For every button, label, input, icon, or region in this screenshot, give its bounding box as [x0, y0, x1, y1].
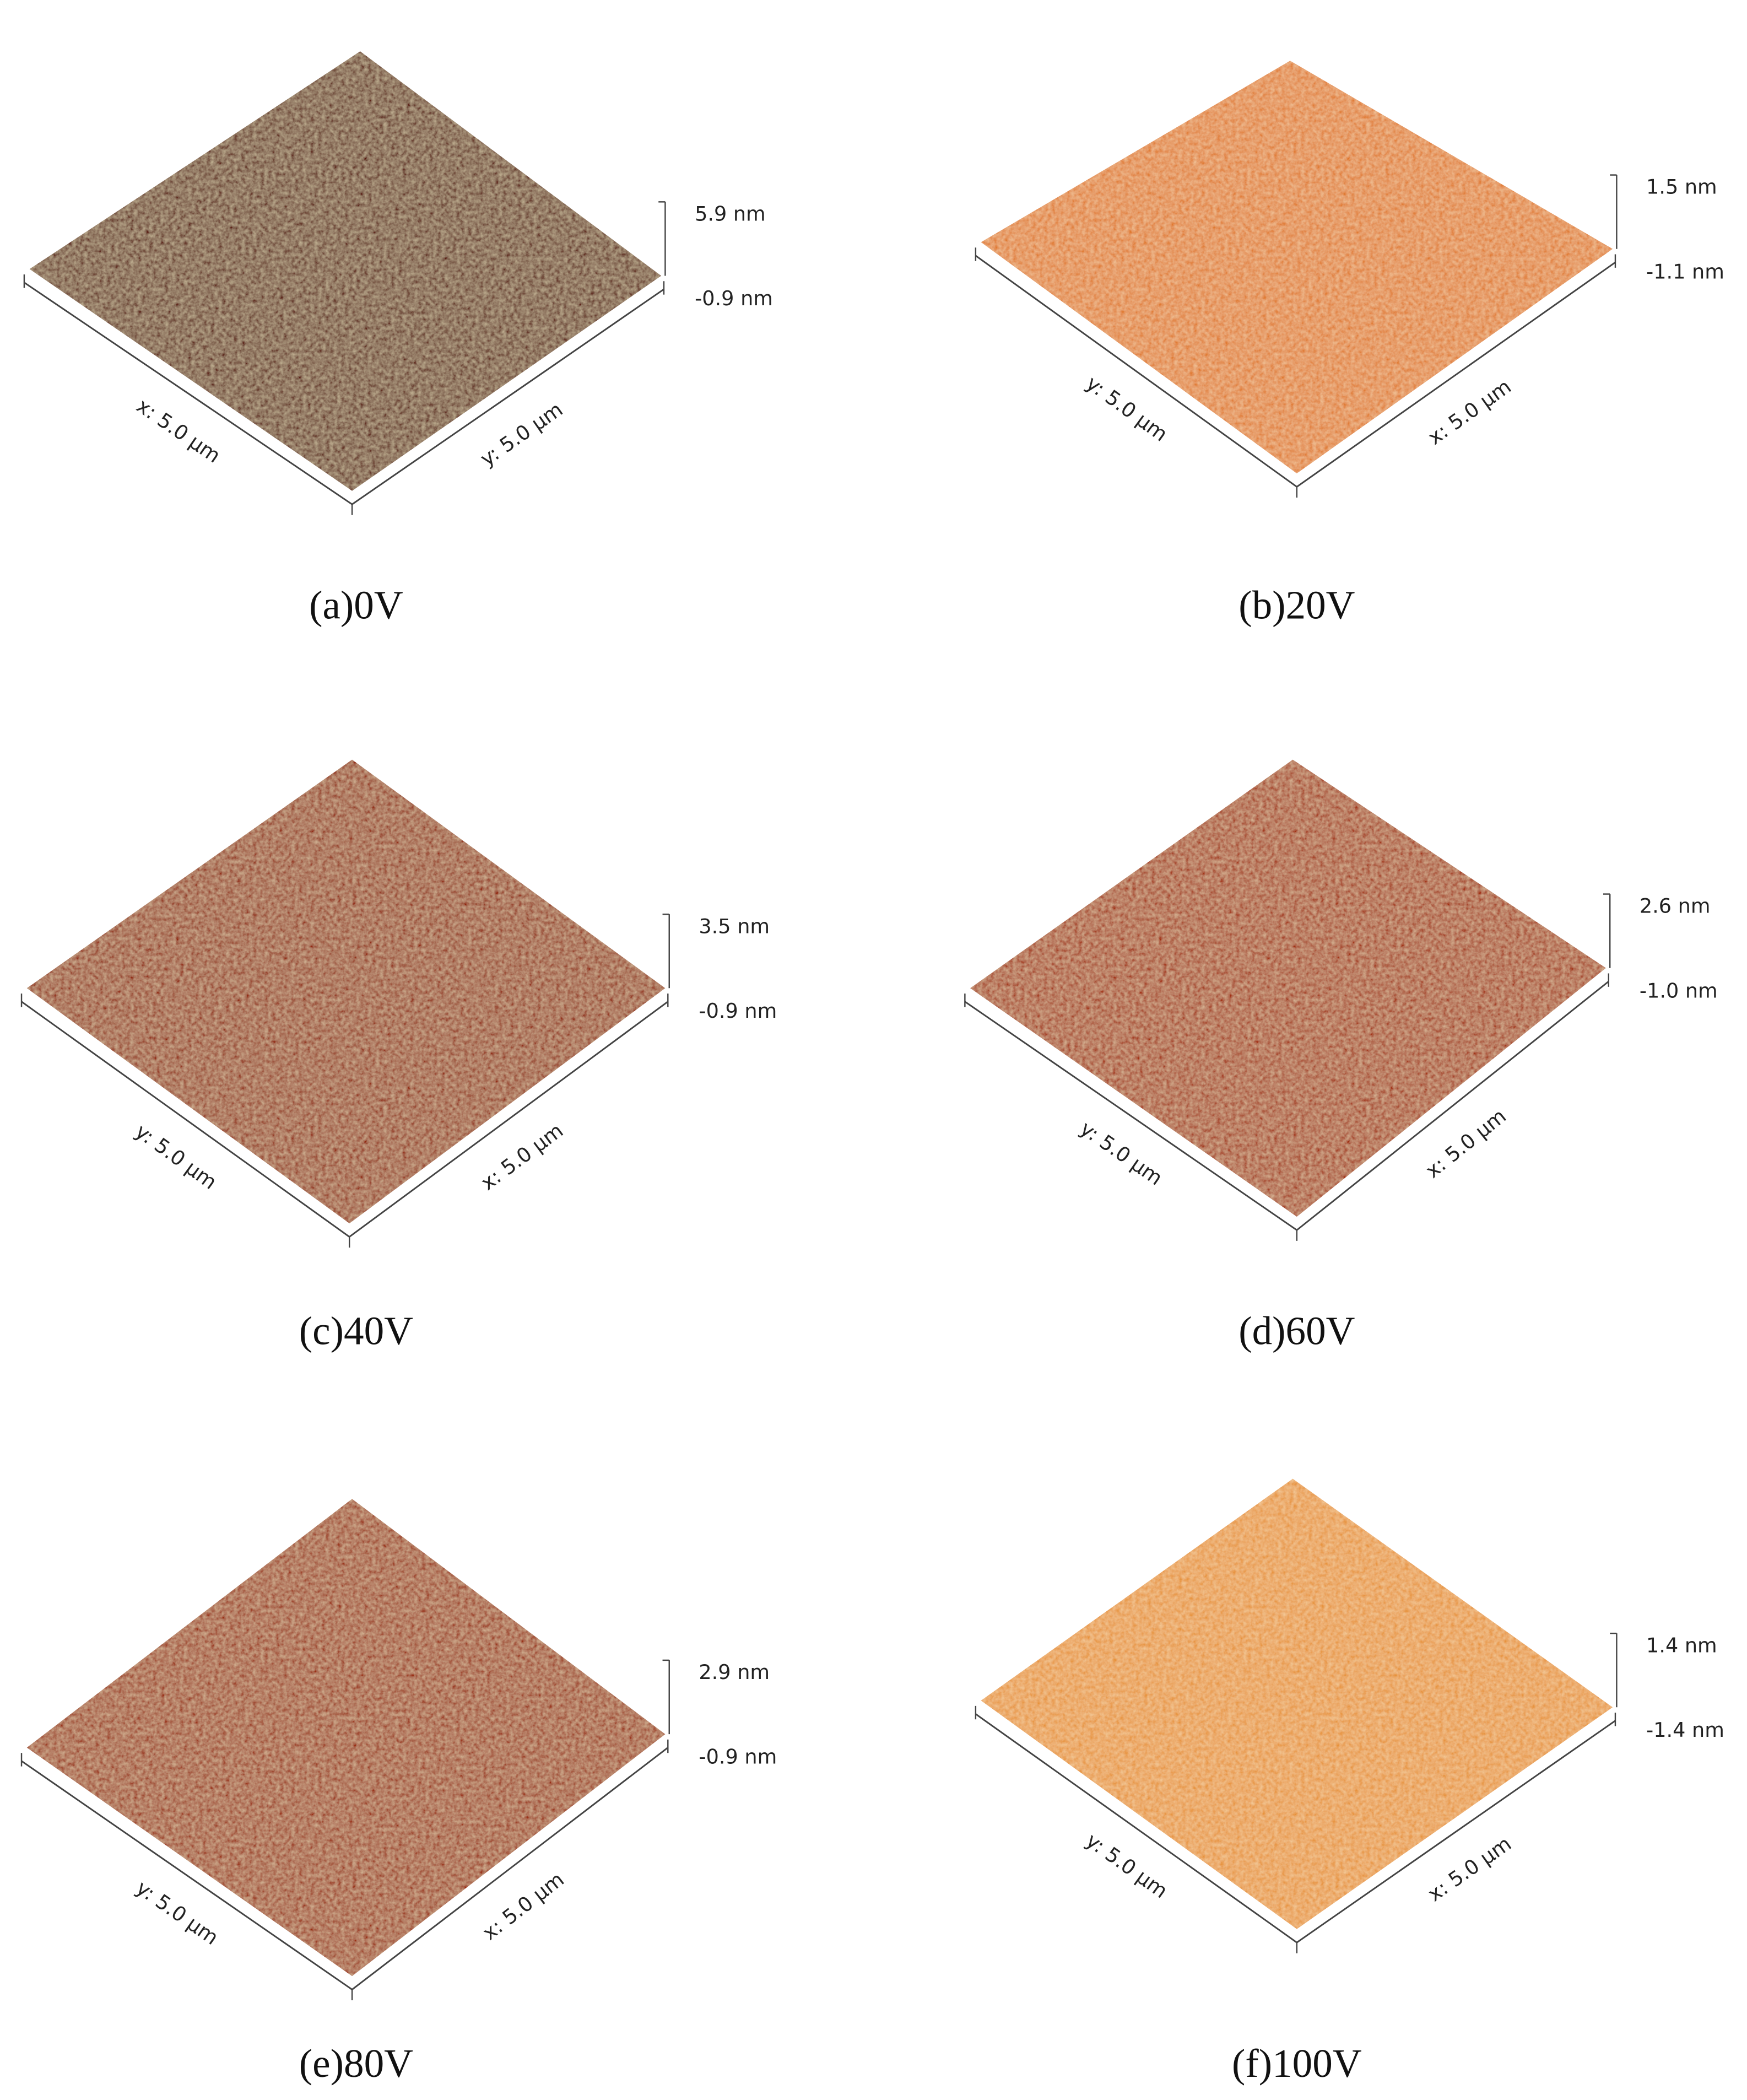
- axis-label: y: 5.0 µm: [476, 397, 567, 471]
- afm-surface: [981, 1478, 1613, 1929]
- afm-surface: [970, 759, 1606, 1217]
- z-max-label: 2.6 nm: [1640, 894, 1711, 918]
- afm-surface: [29, 51, 662, 491]
- afm-surface: [981, 61, 1613, 474]
- axis-label: x: 5.0 µm: [1421, 1104, 1511, 1183]
- z-max-label: 1.5 nm: [1646, 175, 1717, 199]
- afm-panel: 5.9 nm -0.9 nm x: 5.0 µm y: 5.0 µm (a)0V: [23, 51, 773, 628]
- caption: (c)40V: [299, 1309, 413, 1353]
- axis-label: x: 5.0 µm: [132, 394, 225, 468]
- z-max-label: 5.9 nm: [695, 202, 766, 225]
- afm-panel: 1.5 nm -1.1 nm y: 5.0 µm x: 5.0 µm (b)20V: [975, 61, 1724, 628]
- z-min-label: -0.9 nm: [695, 287, 773, 310]
- axis-label: y: 5.0 µm: [1081, 1828, 1172, 1903]
- afm-panel: 2.6 nm -1.0 nm y: 5.0 µm x: 5.0 µm (d)60V: [964, 759, 1718, 1353]
- caption: (b)20V: [1238, 583, 1355, 628]
- afm-panel: 2.9 nm -0.9 nm y: 5.0 µm x: 5.0 µm (e)80V: [20, 1499, 777, 2086]
- z-max-label: 3.5 nm: [699, 914, 770, 938]
- axis-label: y: 5.0 µm: [1076, 1116, 1167, 1190]
- caption: (d)60V: [1238, 1309, 1355, 1353]
- z-max-label: 1.4 nm: [1646, 1633, 1717, 1657]
- axis-label: y: 5.0 µm: [132, 1876, 223, 1950]
- z-min-label: -0.9 nm: [699, 999, 777, 1023]
- afm-surface: [26, 1499, 666, 1977]
- axis-label: x: 5.0 µm: [477, 1119, 567, 1195]
- z-min-label: -1.0 nm: [1640, 979, 1718, 1002]
- axis-edge: [21, 1001, 669, 1238]
- afm-panel: 3.5 nm -0.9 nm y: 5.0 µm x: 5.0 µm (c)40V: [20, 759, 777, 1353]
- axis-label: x: 5.0 µm: [478, 1867, 569, 1945]
- z-max-label: 2.9 nm: [699, 1660, 770, 1684]
- z-min-label: -1.4 nm: [1646, 1718, 1724, 1742]
- axis-label: y: 5.0 µm: [131, 1119, 221, 1194]
- caption: (e)80V: [299, 2041, 413, 2086]
- caption: (a)0V: [309, 583, 403, 628]
- caption: (f)100V: [1232, 2041, 1362, 2086]
- z-min-label: -1.1 nm: [1646, 260, 1724, 283]
- axis-label: x: 5.0 µm: [1424, 375, 1516, 450]
- axis-label: x: 5.0 µm: [1424, 1832, 1516, 1906]
- z-min-label: -0.9 nm: [699, 1745, 777, 1769]
- afm-panel: 1.4 nm -1.4 nm y: 5.0 µm x: 5.0 µm (f)100V: [975, 1478, 1724, 2086]
- axis-label: y: 5.0 µm: [1081, 371, 1172, 446]
- afm-surface: [26, 759, 666, 1224]
